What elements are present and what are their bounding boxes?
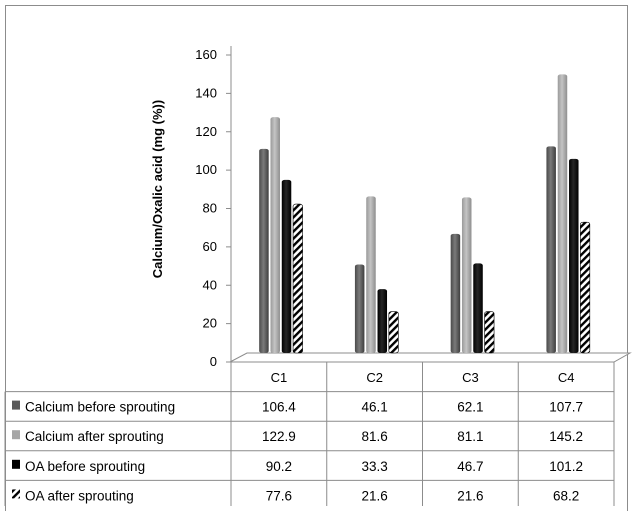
bar	[473, 263, 483, 353]
bar	[450, 233, 461, 353]
data-cell: 62.1	[457, 400, 483, 415]
data-cell: 81.6	[361, 429, 387, 444]
legend-label: OA after sprouting	[25, 488, 134, 503]
bar	[484, 311, 495, 354]
chart-frame	[5, 5, 628, 511]
y-tick-label: 0	[210, 354, 217, 369]
bar	[569, 158, 579, 353]
bar	[580, 221, 591, 354]
bar	[270, 117, 280, 353]
y-tick-label: 140	[195, 85, 217, 100]
bar	[281, 179, 292, 353]
y-tick-label: 20	[203, 316, 217, 331]
category-label: C1	[271, 370, 288, 385]
legend-key	[12, 400, 20, 410]
data-cell: 107.7	[549, 400, 583, 415]
bar	[461, 197, 472, 353]
axis-layer: 0 20 40 60 80 100 120 140 160	[195, 46, 632, 369]
bar	[546, 146, 556, 353]
legend-label: Calcium before sprouting	[25, 400, 175, 415]
y-tick-label: 40	[203, 277, 217, 292]
legend-key	[12, 459, 20, 469]
bar-layer	[259, 74, 591, 354]
category-label: C3	[462, 370, 479, 385]
y-axis-title: Calcium/Oxalic acid (mg (%))	[150, 100, 165, 278]
data-cell: 77.6	[266, 488, 292, 503]
y-tick-label: 60	[203, 239, 217, 254]
bar	[354, 264, 365, 353]
data-cell: 122.9	[262, 429, 296, 444]
y-tick-label: 80	[203, 201, 217, 216]
chart-floor	[229, 352, 632, 363]
bar	[292, 203, 303, 354]
data-table: C1 C2 C3 C4 Calcium before sprouting 106.4 46.…	[4, 361, 615, 506]
legend-label: OA before sprouting	[25, 459, 145, 474]
y-tick-label: 100	[195, 162, 217, 177]
data-cell: 81.1	[457, 429, 483, 444]
bar	[377, 289, 388, 353]
data-cell: 90.2	[266, 459, 292, 474]
data-cell: 101.2	[549, 459, 583, 474]
data-cell: 46.1	[361, 400, 387, 415]
y-tick-label: 160	[195, 47, 217, 62]
bar	[259, 148, 269, 353]
category-label: C2	[366, 370, 383, 385]
bar	[366, 196, 376, 353]
data-cell: 21.6	[361, 488, 387, 503]
bar	[557, 74, 568, 354]
data-cell: 68.2	[553, 488, 579, 503]
legend-key	[12, 430, 20, 440]
data-cell: 145.2	[549, 429, 583, 444]
category-label: C4	[558, 370, 575, 385]
y-tick-label: 120	[195, 124, 217, 139]
bar	[388, 311, 399, 354]
data-cell: 21.6	[457, 488, 483, 503]
legend-label: Calcium after sprouting	[25, 429, 164, 444]
data-cell: 46.7	[457, 459, 483, 474]
data-cell: 33.3	[361, 459, 387, 474]
legend-key	[12, 489, 20, 499]
data-cell: 106.4	[262, 400, 296, 415]
